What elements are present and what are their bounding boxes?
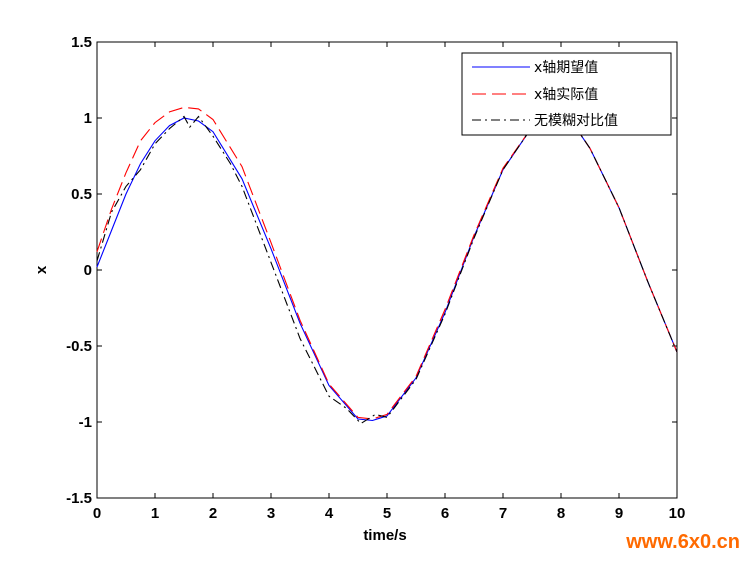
y-axis-label: x (33, 265, 50, 274)
series-line-actual (96, 106, 678, 420)
x-tick-label: 1 (151, 505, 159, 522)
y-tick-label: 0.5 (71, 186, 92, 203)
axis-ticks (96, 41, 678, 499)
x-tick-label: 10 (669, 505, 686, 522)
x-tick-label: 3 (267, 505, 275, 522)
y-tick-label: -1 (79, 414, 92, 431)
legend: x轴期望值 x轴实际值 无模糊对比值 (461, 52, 672, 136)
y-tick-label: -1.5 (66, 490, 92, 507)
watermark-text: www.6x0.cn (625, 531, 740, 553)
y-tick-labels: -1.5 -1 -0.5 0 0.5 1 1.5 (66, 34, 92, 507)
x-tick-label: 0 (93, 505, 101, 522)
x-tick-label: 7 (499, 505, 507, 522)
x-tick-labels: 0 1 2 3 4 5 6 7 8 9 10 (93, 505, 686, 522)
legend-label-actual: x轴实际值 (534, 87, 598, 103)
y-tick-label: 1.5 (71, 34, 92, 51)
legend-label-expected: x轴期望值 (534, 60, 598, 76)
x-tick-label: 2 (209, 505, 217, 522)
x-tick-label: 4 (325, 505, 334, 522)
x-tick-label: 8 (557, 505, 565, 522)
y-tick-label: 0 (84, 262, 92, 279)
x-tick-label: 9 (615, 505, 623, 522)
x-tick-label: 6 (441, 505, 449, 522)
x-tick-label: 5 (383, 505, 391, 522)
y-tick-label: -0.5 (66, 338, 92, 355)
y-tick-label: 1 (84, 110, 92, 127)
legend-label-no-fuzzy: 无模糊对比值 (534, 113, 618, 129)
x-axis-label: time/s (363, 527, 406, 544)
